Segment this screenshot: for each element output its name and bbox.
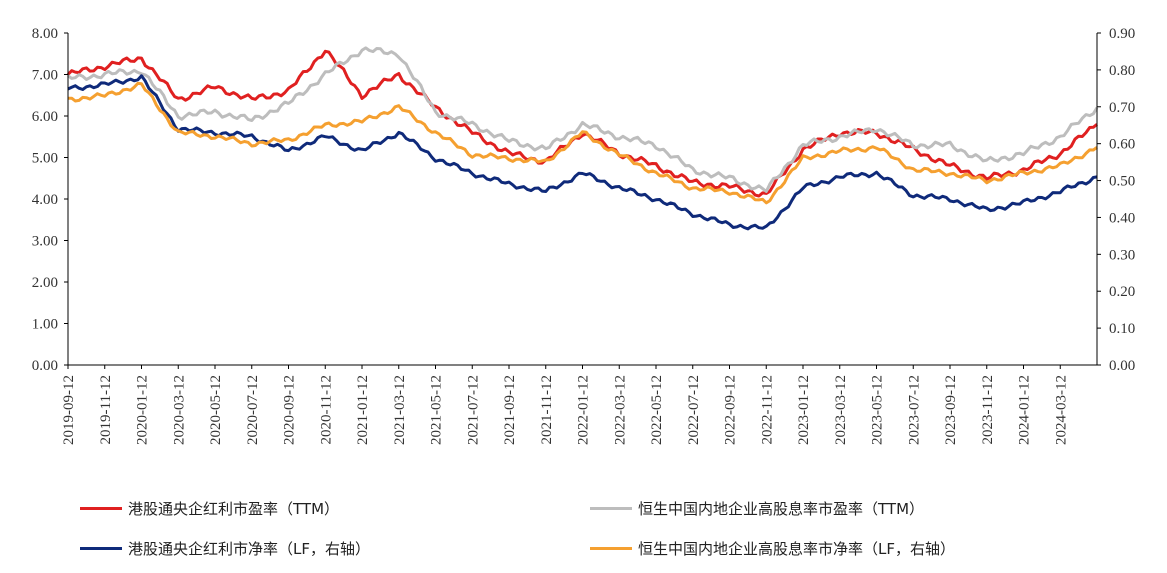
plot-lines <box>66 46 1099 231</box>
x-tick-label: 2021-05-12 <box>429 375 445 445</box>
series-line-2 <box>67 74 1098 231</box>
left-tick-label: 1.00 <box>32 317 58 333</box>
left-tick-label: 4.00 <box>32 192 58 208</box>
series-line-1 <box>67 46 1099 193</box>
series-line-3 <box>68 81 1098 205</box>
left-axis-ticks: 0.00 1.00 2.00 3.00 4.00 5.00 6.00 7.00 8.00 <box>32 26 68 374</box>
x-tick-label: 2022-05-12 <box>649 375 665 445</box>
legend-item-navy: 港股通央企红利市净率（LF，右轴） <box>80 538 370 559</box>
x-tick-label: 2021-01-12 <box>355 375 371 445</box>
legend-label: 恒生中国内地企业高股息率市净率（LF，右轴） <box>638 540 955 558</box>
left-tick-label: 3.00 <box>32 234 58 250</box>
x-tick-label: 2019-11-12 <box>98 375 114 444</box>
x-tick-label: 2020-07-12 <box>245 375 261 445</box>
left-tick-label: 0.00 <box>32 358 58 374</box>
x-tick-label: 2023-01-12 <box>796 375 812 445</box>
x-tick-label: 2022-07-12 <box>686 375 702 445</box>
x-tick-label: 2019-09-12 <box>61 375 77 445</box>
axes <box>67 33 1098 366</box>
series-line-0 <box>66 49 1098 198</box>
x-tick-label: 2021-07-12 <box>465 375 481 445</box>
legend-item-gray: 恒生中国内地企业高股息率市盈率（TTM） <box>590 498 924 519</box>
x-tick-label: 2023-09-12 <box>943 375 959 445</box>
right-tick-label: 0.90 <box>1109 26 1135 42</box>
x-tick-label: 2022-01-12 <box>576 375 592 445</box>
legend-item-red: 港股通央企红利市盈率（TTM） <box>80 498 339 519</box>
x-tick-label: 2020-11-12 <box>318 375 334 444</box>
legend-label: 港股通央企红利市盈率（TTM） <box>128 500 340 518</box>
x-tick-label: 2021-03-12 <box>392 375 408 445</box>
x-axis-ticks: 2019-09-12 2019-11-12 2020-01-12 2020-03-12… <box>61 365 1069 445</box>
line-chart: 0.00 1.00 2.00 3.00 4.00 5.00 6.00 7.00 8.00 0.0… <box>32 26 1136 445</box>
right-tick-label: 0.40 <box>1109 210 1135 226</box>
legend-swatch-navy <box>80 547 122 550</box>
legend-label: 恒生中国内地企业高股息率市盈率（TTM） <box>638 500 925 518</box>
x-tick-label: 2024-01-12 <box>1017 375 1033 445</box>
legend-label: 港股通央企红利市净率（LF，右轴） <box>128 540 370 558</box>
left-tick-label: 2.00 <box>32 275 58 291</box>
right-tick-label: 0.30 <box>1109 247 1135 263</box>
legend-swatch-red <box>80 507 122 510</box>
chart-legend: 港股通央企红利市盈率（TTM） 恒生中国内地企业高股息率市盈率（TTM） 港股通… <box>0 488 1167 573</box>
right-tick-label: 0.50 <box>1109 174 1135 190</box>
right-axis-ticks: 0.00 0.10 0.20 0.30 0.40 0.50 0.60 0.70 0.80 0.90 <box>1097 26 1135 374</box>
x-tick-label: 2021-11-12 <box>539 375 555 444</box>
right-tick-label: 0.20 <box>1109 284 1135 300</box>
x-tick-label: 2022-09-12 <box>723 375 739 445</box>
x-tick-label: 2020-05-12 <box>208 375 224 445</box>
right-tick-label: 0.80 <box>1109 63 1135 79</box>
left-tick-label: 5.00 <box>32 151 58 167</box>
x-tick-label: 2021-09-12 <box>502 375 518 445</box>
x-tick-label: 2023-05-12 <box>870 375 886 445</box>
left-tick-label: 8.00 <box>32 26 58 42</box>
x-tick-label: 2023-03-12 <box>833 375 849 445</box>
right-tick-label: 0.10 <box>1109 321 1135 337</box>
legend-swatch-orange <box>590 547 632 550</box>
x-tick-label: 2022-03-12 <box>612 375 628 445</box>
right-tick-label: 0.70 <box>1109 100 1135 116</box>
x-tick-label: 2020-09-12 <box>282 375 298 445</box>
legend-item-orange: 恒生中国内地企业高股息率市净率（LF，右轴） <box>590 538 955 559</box>
legend-swatch-gray <box>590 507 632 510</box>
x-tick-label: 2022-11-12 <box>759 375 775 444</box>
x-tick-label: 2020-01-12 <box>135 375 151 445</box>
left-tick-label: 7.00 <box>32 68 58 84</box>
left-tick-label: 6.00 <box>32 109 58 125</box>
x-tick-label: 2020-03-12 <box>171 375 187 445</box>
x-tick-label: 2023-11-12 <box>980 375 996 444</box>
x-tick-label: 2023-07-12 <box>906 375 922 445</box>
right-tick-label: 0.00 <box>1109 358 1135 374</box>
right-tick-label: 0.60 <box>1109 137 1135 153</box>
x-tick-label: 2024-03-12 <box>1053 375 1069 445</box>
